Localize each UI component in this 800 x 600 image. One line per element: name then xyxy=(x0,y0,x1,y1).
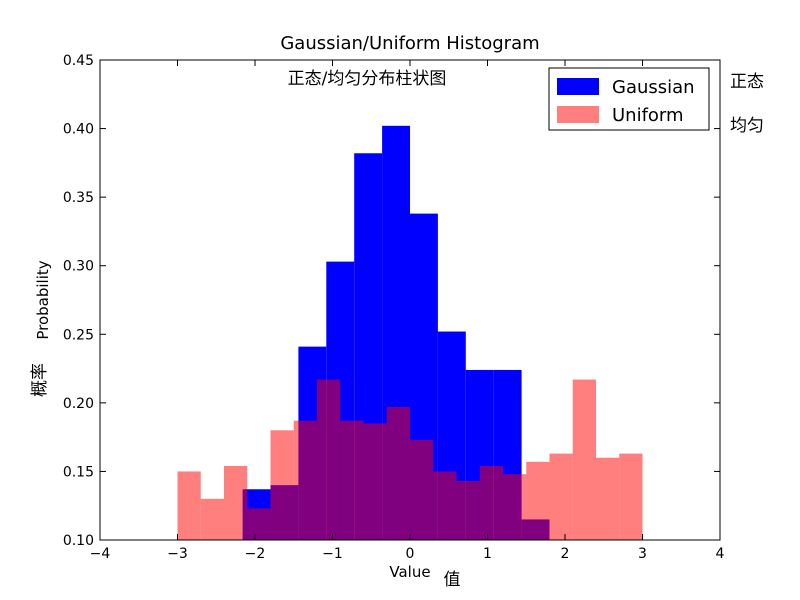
x-axis-ticks: −4 −3 −2 −1 0 1 2 3 4 xyxy=(90,60,725,562)
y-tick-label: 0.30 xyxy=(63,259,94,275)
uniform-bar xyxy=(456,481,480,540)
y-axis-label: Probability xyxy=(34,260,52,339)
y-tick-label: 0.25 xyxy=(63,327,94,343)
uniform-bar xyxy=(247,508,271,540)
uniform-bar xyxy=(363,423,387,540)
uniform-bar xyxy=(433,471,457,540)
uniform-bar xyxy=(619,453,643,540)
x-tick-label: 0 xyxy=(406,546,415,562)
uniform-bar xyxy=(479,465,503,540)
x-tick-label: −4 xyxy=(90,546,111,562)
y-tick-label: 0.15 xyxy=(63,464,94,480)
uniform-bar xyxy=(386,406,410,540)
y-tick-label: 0.40 xyxy=(63,122,94,138)
y-tick-label: 0.45 xyxy=(63,53,94,69)
uniform-bar xyxy=(293,420,317,540)
chart-subtitle: 正态/均匀分布柱状图 xyxy=(288,69,447,89)
uniform-bar xyxy=(270,430,294,540)
uniform-bars xyxy=(177,379,643,540)
y-tick-label: 0.35 xyxy=(63,190,94,206)
y-axis-ticks: 0.10 0.15 0.20 0.25 0.30 0.35 0.40 0.45 xyxy=(63,53,720,549)
x-axis-label-cn: 值 xyxy=(444,570,461,590)
uniform-bar xyxy=(503,474,527,540)
x-tick-label: 3 xyxy=(638,546,647,562)
legend-label-gaussian: Gaussian xyxy=(612,77,695,98)
side-label-uniform: 均匀 xyxy=(730,116,764,136)
uniform-bar xyxy=(572,379,596,540)
uniform-bar xyxy=(549,453,573,540)
uniform-bar xyxy=(317,379,341,540)
x-tick-label: 2 xyxy=(561,546,570,562)
x-tick-label: −1 xyxy=(322,546,343,562)
x-tick-label: −2 xyxy=(245,546,266,562)
uniform-bar xyxy=(200,498,224,540)
x-tick-label: 4 xyxy=(716,546,725,562)
uniform-bar xyxy=(224,465,248,540)
y-axis-label-cn: 概率 xyxy=(30,363,50,397)
uniform-bar xyxy=(410,439,434,540)
uniform-bar xyxy=(596,457,620,540)
legend-swatch-uniform xyxy=(557,106,599,123)
chart-title: Gaussian/Uniform Histogram xyxy=(280,33,539,54)
side-label-gaussian: 正态 xyxy=(730,72,764,92)
plot-area: −4 −3 −2 −1 0 1 2 3 4 0.100.150.200.250.300.350.… xyxy=(63,53,725,562)
legend-label-uniform: Uniform xyxy=(612,105,684,126)
uniform-bar xyxy=(340,420,364,540)
uniform-bar xyxy=(177,471,201,540)
x-tick-label: 1 xyxy=(483,546,492,562)
x-axis-label: Value xyxy=(389,563,430,581)
x-tick-label: −3 xyxy=(167,546,188,562)
y-tick-label: 0.10 xyxy=(63,533,94,549)
legend: Gaussian Uniform xyxy=(548,67,710,131)
y-tick-label: 0.20 xyxy=(63,396,94,412)
uniform-bar xyxy=(526,461,550,540)
legend-swatch-gaussian xyxy=(557,78,599,95)
